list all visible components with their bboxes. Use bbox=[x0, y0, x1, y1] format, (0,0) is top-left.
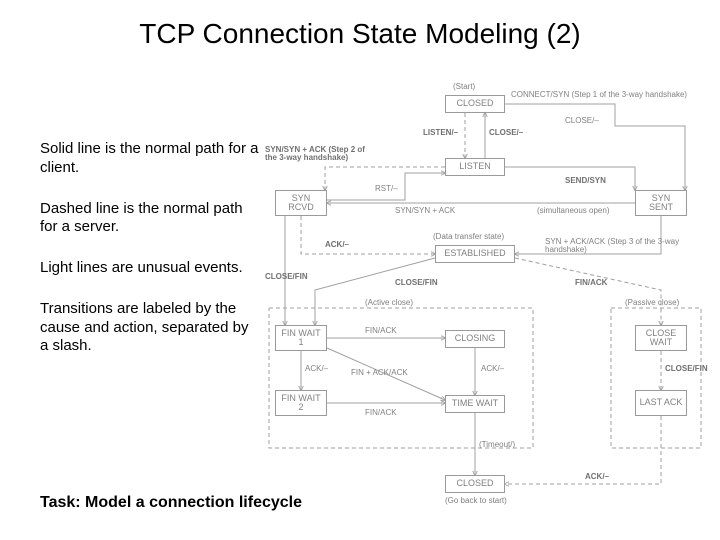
state-closed-end: CLOSED bbox=[445, 475, 505, 493]
lbl-close-fin-l: CLOSE/FIN bbox=[265, 272, 308, 281]
lbl-syn-synack2: SYN/SYN + ACK (Step 2 of the 3-way hands… bbox=[265, 146, 375, 163]
lbl-fin-ack-bot: FIN/ACK bbox=[365, 408, 397, 417]
state-fin-wait2: FIN WAIT 2 bbox=[275, 390, 327, 416]
state-closed: CLOSED bbox=[445, 95, 505, 113]
lbl-ack-dash: ACK/– bbox=[325, 240, 349, 249]
lbl-connect-syn: CONNECT/SYN (Step 1 of the 3-way handsha… bbox=[511, 90, 687, 99]
state-last-ack: LAST ACK bbox=[635, 390, 687, 416]
lbl-send-syn: SEND/SYN bbox=[565, 176, 606, 185]
lbl-fin-ack-mid: FIN/ACK bbox=[365, 326, 397, 335]
lbl-timeout: (Timeout/) bbox=[479, 440, 515, 449]
legend-client: Solid line is the normal path for a clie… bbox=[40, 140, 260, 178]
lbl-data-xfer: (Data transfer state) bbox=[433, 232, 504, 241]
lbl-goback: (Go back to start) bbox=[445, 496, 507, 505]
task-line: Task: Model a connection lifecycle bbox=[40, 494, 302, 512]
lbl-listen-dash: LISTEN/– bbox=[423, 128, 458, 137]
state-established: ESTABLISHED bbox=[435, 245, 515, 263]
state-fin-wait1: FIN WAIT 1 bbox=[275, 325, 327, 351]
state-closing: CLOSING bbox=[445, 330, 505, 348]
lbl-finack-ack: FIN + ACK/ACK bbox=[351, 368, 408, 377]
state-listen: LISTEN bbox=[445, 158, 505, 176]
legend-unusual: Light lines are unusual events. bbox=[40, 259, 260, 278]
lbl-close-fin-r: CLOSE/FIN bbox=[665, 364, 708, 373]
lbl-close-dash2: CLOSE/– bbox=[565, 116, 599, 125]
lbl-ack-dash2: ACK/– bbox=[305, 364, 328, 373]
lbl-syn-synack: SYN/SYN + ACK bbox=[395, 206, 455, 215]
lbl-close-fin-c: CLOSE/FIN bbox=[395, 278, 438, 287]
lbl-passive-close: (Passive close) bbox=[625, 298, 679, 307]
state-syn-sent: SYN SENT bbox=[635, 190, 687, 216]
legend-server: Dashed line is the normal path for a ser… bbox=[40, 200, 260, 238]
lbl-fin-ack-r: FIN/ACK bbox=[575, 278, 607, 287]
tcp-state-diagram: CLOSED LISTEN SYN RCVD SYN SENT ESTABLIS… bbox=[265, 80, 705, 520]
lbl-close-dash: CLOSE/– bbox=[489, 128, 523, 137]
page-title: TCP Connection State Modeling (2) bbox=[0, 18, 720, 50]
state-close-wait: CLOSE WAIT bbox=[635, 325, 687, 351]
state-time-wait: TIME WAIT bbox=[445, 395, 505, 413]
lbl-simul-open: (simultaneous open) bbox=[537, 206, 609, 215]
lbl-rst: RST/– bbox=[375, 184, 398, 193]
lbl-ack-dash4: ACK/– bbox=[585, 472, 609, 481]
lbl-start: (Start) bbox=[453, 82, 475, 91]
lbl-synack-ack: SYN + ACK/ACK (Step 3 of the 3-way hands… bbox=[545, 238, 695, 255]
state-syn-rcvd: SYN RCVD bbox=[275, 190, 327, 216]
lbl-ack-dash3: ACK/– bbox=[481, 364, 504, 373]
lbl-active-close: (Active close) bbox=[365, 298, 413, 307]
legend-block: Solid line is the normal path for a clie… bbox=[40, 140, 260, 378]
legend-format: Transitions are labeled by the cause and… bbox=[40, 300, 260, 356]
